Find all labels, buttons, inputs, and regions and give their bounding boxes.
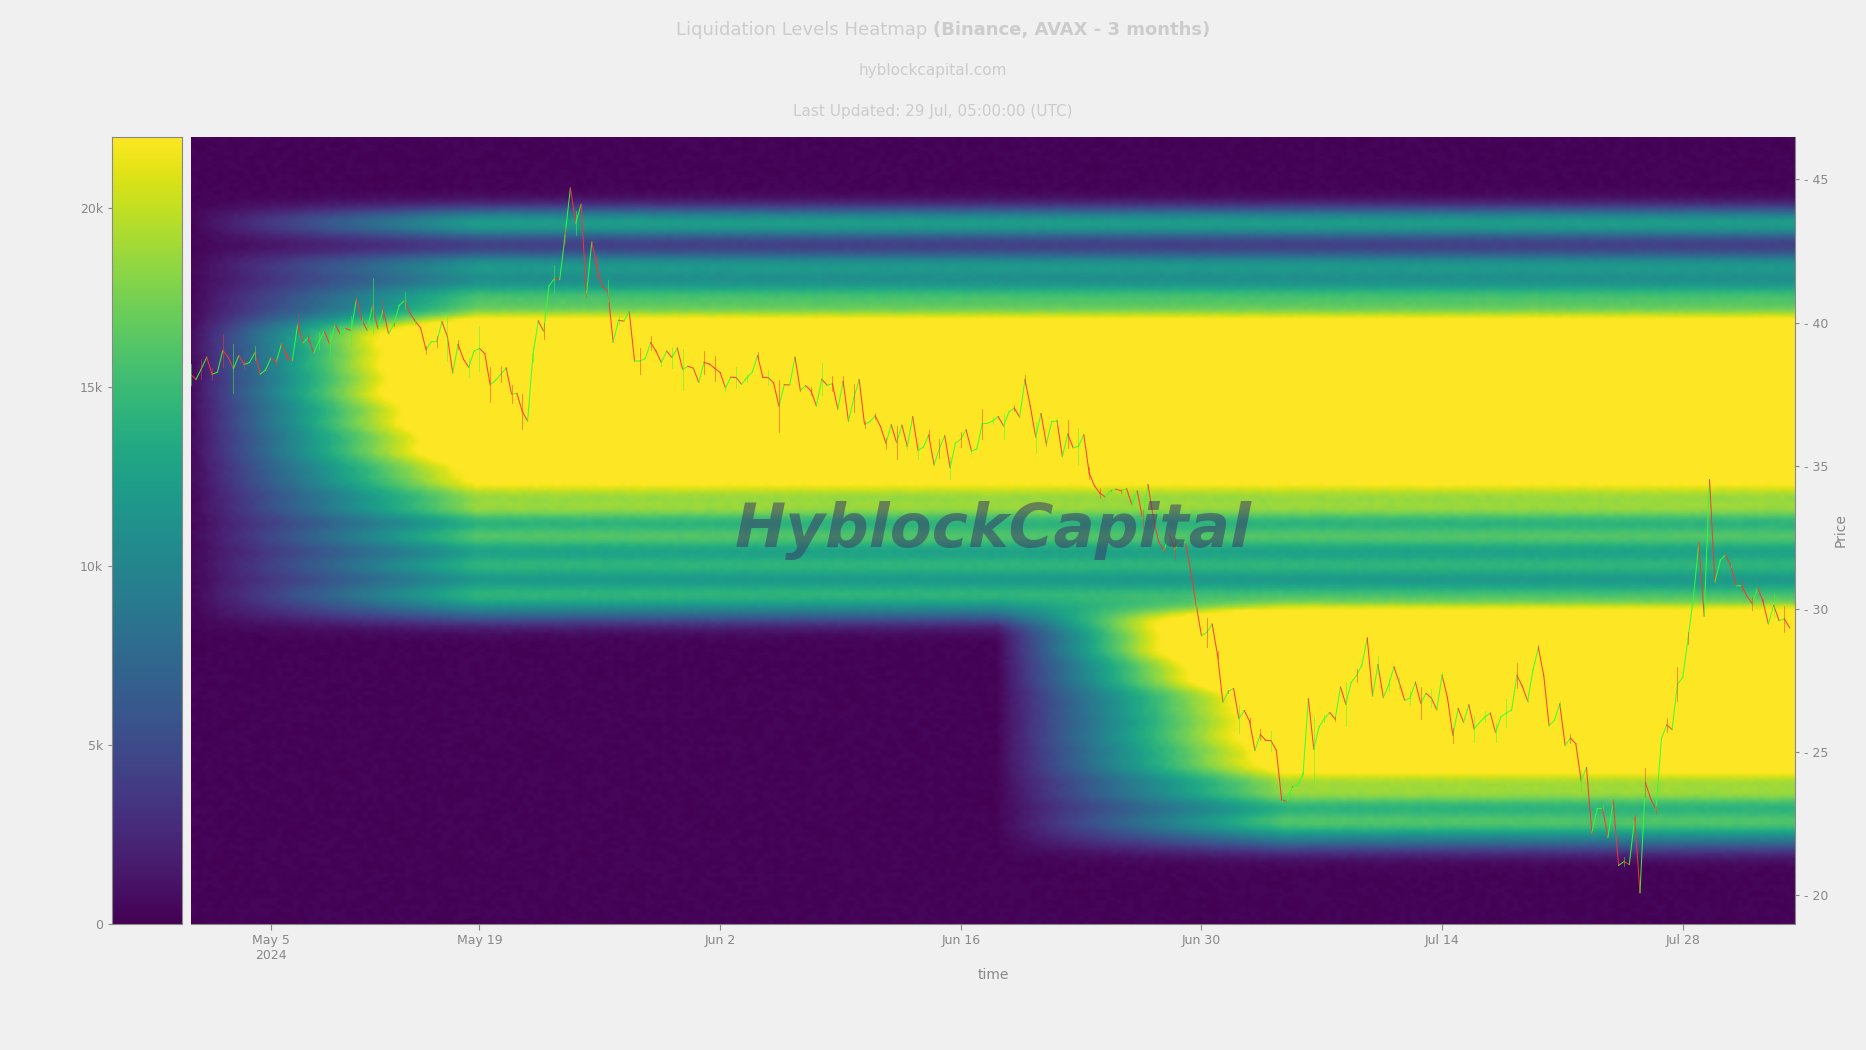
Text: hyblockcapital.com: hyblockcapital.com	[858, 63, 1008, 79]
Text: (Binance, AVAX - 3 months): (Binance, AVAX - 3 months)	[933, 21, 1211, 39]
Text: HyblockCapital: HyblockCapital	[735, 501, 1252, 560]
Text: Liquidation Levels Heatmap: Liquidation Levels Heatmap	[675, 21, 933, 39]
Text: Last Updated: 29 Jul, 05:00:00 (UTC): Last Updated: 29 Jul, 05:00:00 (UTC)	[793, 104, 1073, 120]
X-axis label: time: time	[978, 968, 1008, 982]
Y-axis label: Price: Price	[1834, 513, 1847, 547]
